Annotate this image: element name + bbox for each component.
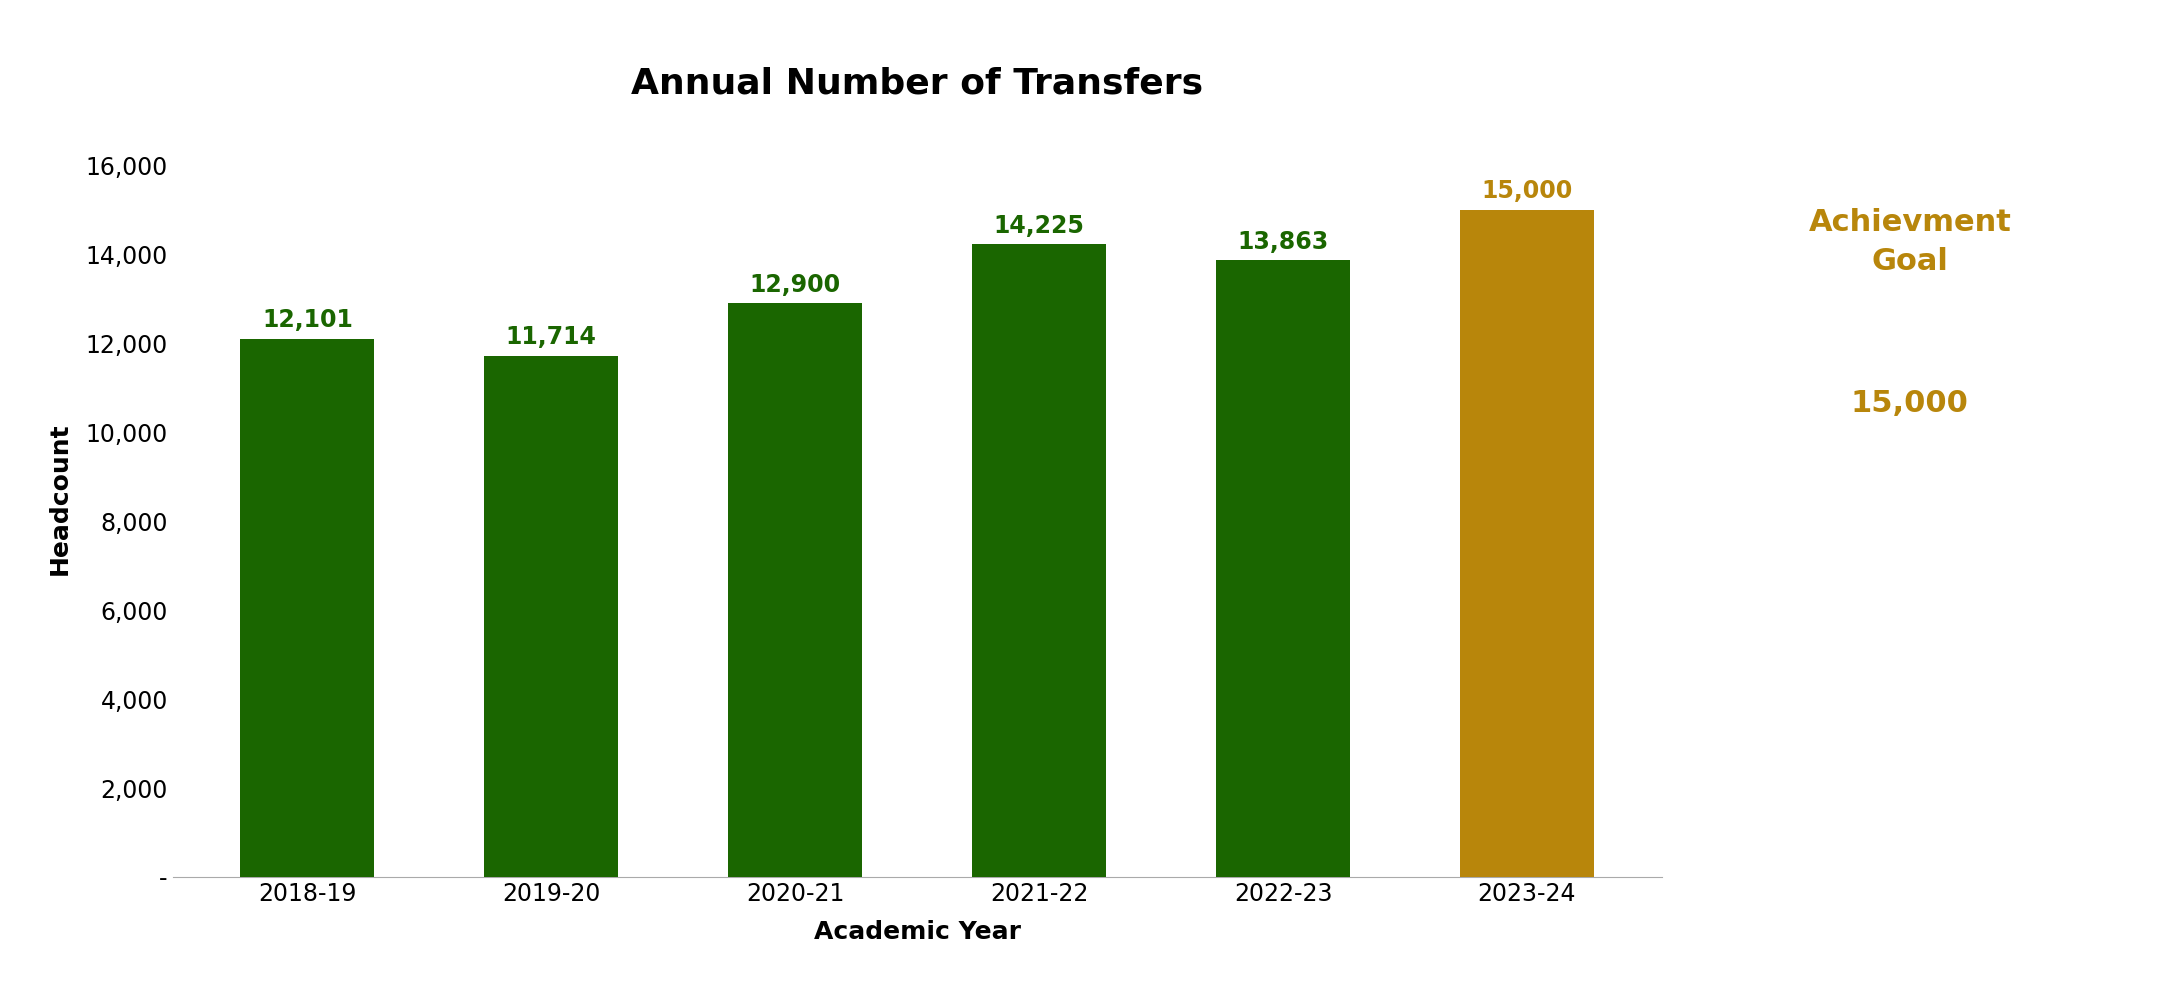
Bar (240, 339, 375, 877)
Bar (727, 303, 863, 877)
Title: Annual Number of Transfers: Annual Number of Transfers (630, 67, 1204, 100)
Text: 13,863: 13,863 (1237, 230, 1329, 254)
Bar (1215, 260, 1351, 877)
Text: 12,101: 12,101 (261, 308, 354, 333)
Text: 12,900: 12,900 (749, 272, 842, 296)
X-axis label: Academic Year: Academic Year (814, 919, 1021, 943)
Text: 11,714: 11,714 (505, 326, 598, 350)
Y-axis label: Headcount: Headcount (47, 422, 71, 576)
Text: 15,000: 15,000 (1480, 179, 1573, 204)
Bar (971, 244, 1107, 877)
Text: 15,000: 15,000 (1852, 389, 1968, 417)
Text: 14,225: 14,225 (993, 214, 1085, 238)
Bar (1459, 210, 1595, 877)
Text: Achievment
Goal: Achievment Goal (1808, 209, 2011, 275)
Bar (483, 356, 619, 877)
